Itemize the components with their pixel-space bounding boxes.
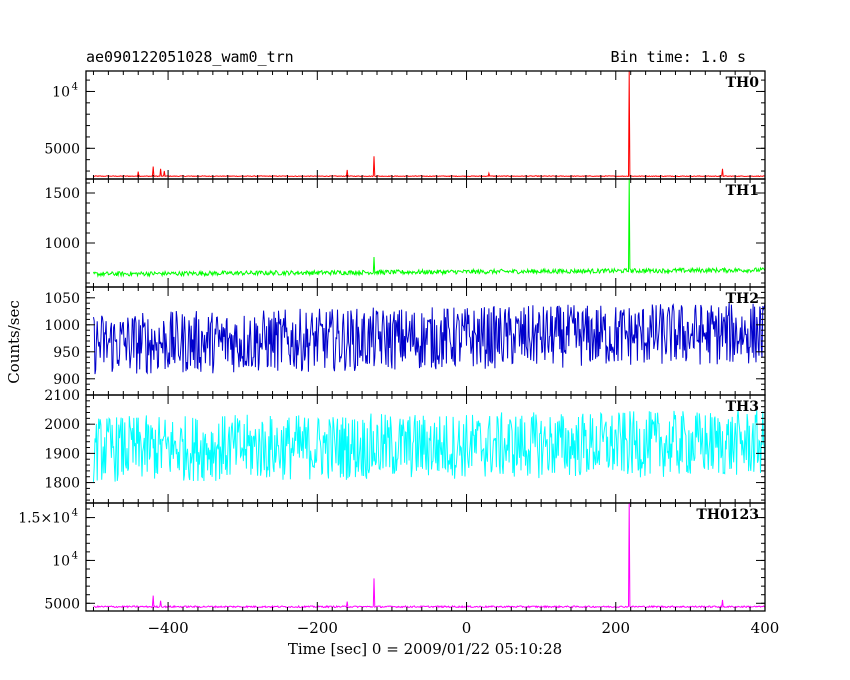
y-axis-label: Counts/sec <box>5 300 23 384</box>
y-tick-label: 1900 <box>44 446 80 462</box>
series-th0 <box>93 70 766 178</box>
y-tick-label: 10 <box>52 553 70 569</box>
series-th1 <box>93 178 766 278</box>
panel-th1: 1500 1000 TH1 <box>44 178 766 288</box>
series-th2 <box>93 302 766 375</box>
bin-time-label: Bin time: 1.0 s <box>611 48 746 66</box>
panel-th3: 2100 2000 1900 1800 TH3 <box>44 388 766 504</box>
y-tick-label: 2100 <box>44 388 80 404</box>
y-tick-label: 10 <box>52 84 70 100</box>
panels: 10 45000TH015001000TH110501000950900TH221… <box>18 70 780 637</box>
series-th0123 <box>93 502 766 609</box>
y-tick-label-exponent: 4 <box>72 508 78 519</box>
y-tick-label: 5000 <box>44 141 80 157</box>
panel-th2: 1050 1000 950 900 TH2 <box>44 286 766 396</box>
y-tick-label: 900 <box>53 372 80 388</box>
chart-title: ae090122051028_wam0_trn <box>86 48 294 66</box>
x-tick-label: −200 <box>297 619 338 637</box>
y-tick-label: 1050 <box>44 291 80 307</box>
x-tick-label: 0 <box>462 619 472 637</box>
panel-frame <box>85 502 766 612</box>
y-tick-label: 950 <box>53 345 80 361</box>
panel-label: TH2 <box>726 291 759 307</box>
x-tick-label: −400 <box>147 619 188 637</box>
y-tick-label: 2000 <box>44 417 80 433</box>
y-tick-label: 1800 <box>44 476 80 492</box>
panel-label: TH0 <box>726 75 760 91</box>
series-th3 <box>93 410 766 482</box>
panel-label: TH0123 <box>696 507 759 523</box>
x-tick-label: 400 <box>751 619 780 637</box>
panel-frame <box>85 178 766 288</box>
y-tick-label: 1000 <box>44 318 80 334</box>
y-tick-label: 1000 <box>44 236 80 252</box>
y-tick-label: 1.5×10 <box>18 511 70 527</box>
panel-frame <box>85 70 766 180</box>
x-tick-label: 200 <box>601 619 630 637</box>
x-axis-label: Time [sec] 0 = 2009/01/22 05:10:28 <box>288 640 562 658</box>
y-tick-label: 5000 <box>44 596 80 612</box>
y-tick-label-exponent: 4 <box>72 550 78 561</box>
panel-label: TH1 <box>726 183 759 199</box>
panel-th0: 10 4 5000 TH0 <box>44 70 766 180</box>
y-tick-label-exponent: 4 <box>72 81 78 92</box>
y-tick-label: 1500 <box>44 186 80 202</box>
panel-label: TH3 <box>726 399 759 415</box>
